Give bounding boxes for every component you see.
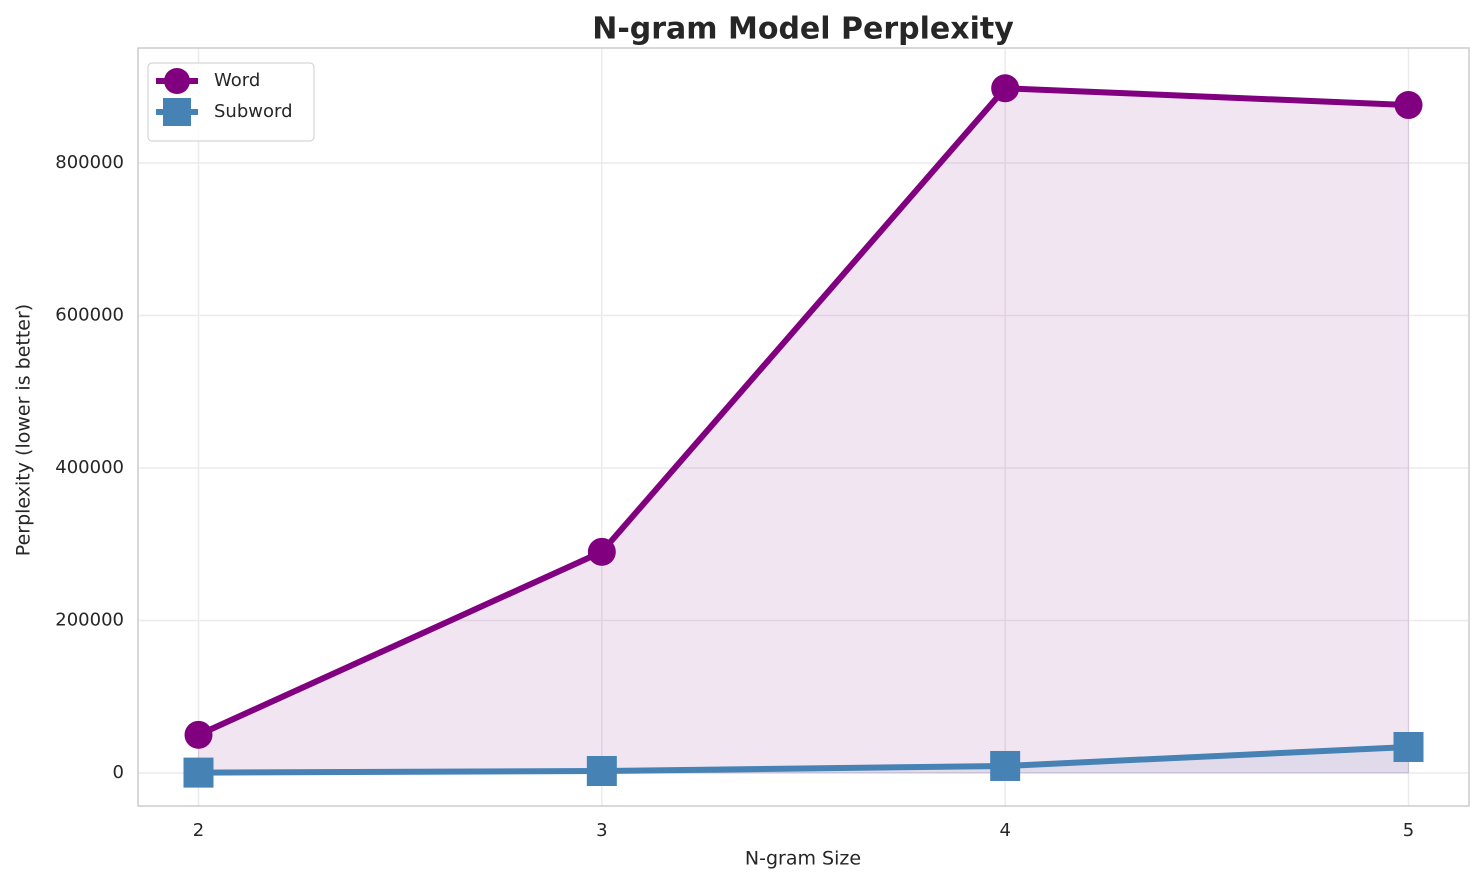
x-tick-label: 5	[1403, 820, 1414, 841]
plot-frame	[137, 47, 1470, 807]
y-tick-label: 800000	[55, 152, 124, 173]
y-axis-label: Perplexity (lower is better)	[13, 304, 35, 556]
marker	[1393, 731, 1424, 762]
x-tick-label: 3	[596, 820, 607, 841]
y-tick-label: 0	[113, 762, 124, 783]
chart-title: N-gram Model Perplexity	[592, 12, 1014, 47]
x-tick-label: 2	[193, 820, 204, 841]
marker	[990, 750, 1021, 781]
marker	[991, 74, 1020, 103]
line	[197, 85, 1409, 738]
legend-marker	[163, 98, 191, 126]
y-tick-label: 400000	[55, 457, 124, 478]
marker	[1394, 91, 1423, 120]
line	[198, 743, 1409, 776]
y-tick-label: 600000	[55, 304, 124, 325]
area	[198, 87, 1409, 774]
x-axis-label: N-gram Size	[745, 848, 861, 870]
legend-label: Word	[214, 70, 260, 91]
marker	[184, 720, 213, 749]
x-tick-label: 4	[999, 820, 1010, 841]
legend-label: Subword	[214, 101, 293, 122]
y-tick-label: 200000	[55, 609, 124, 630]
marker	[183, 757, 214, 788]
marker	[587, 537, 616, 566]
legend: Word Subword	[147, 62, 315, 142]
marker	[586, 756, 617, 787]
legend-marker	[164, 68, 190, 94]
